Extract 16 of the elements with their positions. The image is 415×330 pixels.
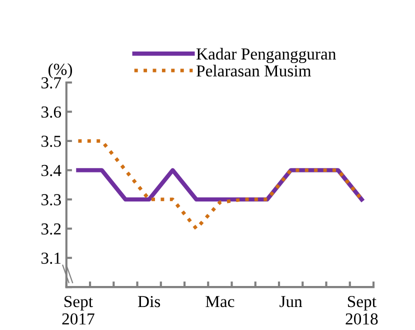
x-tick-label: Sept 2018 (346, 296, 378, 325)
x-tick-label: Mac (206, 296, 234, 308)
x-tick-label: Jun (280, 296, 302, 308)
y-tick-label: 3.5 (42, 136, 61, 147)
y-tick-label: 3.6 (42, 106, 62, 118)
y-tick-label: 3.3 (42, 194, 61, 206)
y-tick-label: 3.1 (42, 252, 61, 264)
line-series (76, 139, 364, 230)
y-axis-title: (%) (48, 63, 72, 78)
legend-label: Pelarasan Musim (196, 64, 312, 77)
legend-label: Kadar Pengangguran (196, 48, 336, 64)
x-tick-label: Sept 2017 (62, 296, 94, 325)
x-tick-label: Dis (138, 296, 160, 308)
y-tick-label: 3.7 (42, 77, 62, 89)
y-tick-label: 3.2 (42, 223, 61, 235)
y-tick-label: 3.4 (42, 164, 62, 176)
